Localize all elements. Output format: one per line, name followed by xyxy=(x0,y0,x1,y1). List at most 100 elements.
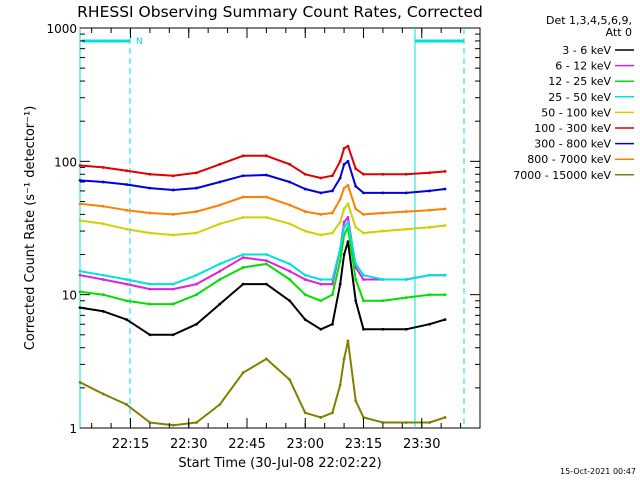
series-3-point-13 xyxy=(338,247,342,251)
series-7-point-15 xyxy=(346,183,350,187)
series-2-point-19 xyxy=(404,296,408,300)
series-6-point-9 xyxy=(288,180,292,184)
series-4-point-7 xyxy=(241,215,245,219)
series-8-point-0 xyxy=(78,380,82,384)
series-7-point-7 xyxy=(241,195,245,199)
series-3-point-11 xyxy=(319,278,323,281)
series-7-point-14 xyxy=(342,186,346,190)
series-4-point-3 xyxy=(148,231,152,235)
series-2-point-7 xyxy=(241,266,245,269)
series-8-point-14 xyxy=(342,357,346,361)
series-8-point-11 xyxy=(319,416,323,419)
y-tick-label-2: 100 xyxy=(54,155,77,169)
series-2-point-0 xyxy=(78,290,82,294)
series-1-point-12 xyxy=(331,282,334,286)
series-6-point-16 xyxy=(354,184,358,188)
series-1-point-11 xyxy=(319,282,323,286)
series-line-2 xyxy=(79,226,445,306)
series-8-point-21 xyxy=(443,416,447,419)
series-8-point-6 xyxy=(218,403,222,406)
series-3-point-0 xyxy=(78,269,82,273)
series-1-point-10 xyxy=(303,278,307,281)
series-7-point-2 xyxy=(125,208,129,212)
legend-label-1: 6 - 12 keV xyxy=(555,60,611,73)
series-2-point-20 xyxy=(428,293,431,297)
series-3-point-5 xyxy=(195,273,198,277)
series-4 xyxy=(78,202,447,237)
series-0 xyxy=(78,240,447,337)
series-5-point-19 xyxy=(404,172,408,176)
series-8-point-20 xyxy=(428,421,431,424)
series-6-point-11 xyxy=(319,191,323,195)
series-7-point-21 xyxy=(443,207,447,211)
series-8-point-16 xyxy=(354,399,358,403)
series-line-4 xyxy=(79,202,446,236)
series-7-point-12 xyxy=(331,211,334,215)
series-6-point-7 xyxy=(241,174,245,178)
series-3-point-20 xyxy=(428,273,431,277)
series-4-point-15 xyxy=(346,202,350,206)
series-1-point-7 xyxy=(241,256,245,259)
series-3-point-10 xyxy=(303,273,307,277)
series-1-point-9 xyxy=(288,269,292,273)
series-2 xyxy=(78,225,447,306)
x-tick-label-5: 23:30 xyxy=(403,437,440,452)
series-7-point-16 xyxy=(354,207,358,211)
flag-label: N xyxy=(136,37,143,47)
legend-header-0: Det 1,3,4,5,6,9, xyxy=(546,14,632,27)
series-1-point-6 xyxy=(218,269,222,273)
series-7-point-0 xyxy=(78,202,82,206)
series-5-point-8 xyxy=(265,154,268,158)
series-4-point-11 xyxy=(319,233,323,237)
series-8-point-15 xyxy=(346,339,350,343)
series-3-point-9 xyxy=(288,262,292,266)
series-2-point-11 xyxy=(319,299,323,303)
legend-label-8: 7000 - 15000 keV xyxy=(513,169,611,182)
series-5-point-11 xyxy=(319,176,323,180)
y-axis-label: Corrected Count Rate (s⁻¹ detector⁻¹) xyxy=(23,106,38,351)
series-0-point-10 xyxy=(303,318,307,322)
series-3-point-2 xyxy=(125,278,129,281)
series-5-point-6 xyxy=(218,162,222,166)
series-7-point-17 xyxy=(362,212,365,216)
series-3-point-21 xyxy=(443,273,447,277)
series-2-point-8 xyxy=(265,262,268,266)
series-0-point-1 xyxy=(101,309,105,313)
series-0-point-6 xyxy=(218,302,222,306)
legend-label-2: 12 - 25 keV xyxy=(548,75,611,88)
series-6-point-5 xyxy=(195,186,198,190)
series-6-point-17 xyxy=(362,191,365,195)
series-0-point-17 xyxy=(362,327,365,331)
series-1-point-1 xyxy=(101,278,105,281)
x-axis-label: Start Time (30-Jul-08 22:02:22) xyxy=(178,456,381,471)
series-6-point-19 xyxy=(404,191,408,195)
series-line-3 xyxy=(79,221,445,286)
series-4-point-2 xyxy=(125,227,129,231)
series-2-point-1 xyxy=(101,293,105,297)
series-4-point-12 xyxy=(331,231,334,235)
series-8 xyxy=(78,339,447,427)
series-line-6 xyxy=(79,160,446,194)
series-0-point-14 xyxy=(342,253,346,256)
series-0-point-4 xyxy=(171,333,175,337)
series-2-point-13 xyxy=(338,259,342,263)
timestamp: 15-Oct-2021 00:47 xyxy=(560,467,636,476)
series-5-point-12 xyxy=(331,174,334,178)
series-2-point-16 xyxy=(354,278,358,281)
series-4-point-18 xyxy=(381,229,385,233)
series-0-point-18 xyxy=(381,327,385,331)
series-0-point-11 xyxy=(319,327,323,331)
series-6-point-12 xyxy=(331,189,334,193)
series-3-point-8 xyxy=(265,253,268,256)
series-6-point-10 xyxy=(303,187,307,191)
series-3-point-19 xyxy=(404,278,408,281)
series-3-point-18 xyxy=(381,278,385,281)
series-8-point-8 xyxy=(265,357,268,361)
series-1-point-15 xyxy=(346,215,350,219)
series-7-point-18 xyxy=(381,211,385,215)
x-tick-label-2: 22:45 xyxy=(228,437,265,452)
axis-layer: 1 10 100 1000 22:15 22:30 22:45 23:00 23:15 23:30 xyxy=(46,22,481,452)
series-7-point-3 xyxy=(148,211,152,215)
series-2-point-5 xyxy=(195,293,198,297)
series-7-point-9 xyxy=(288,203,292,207)
